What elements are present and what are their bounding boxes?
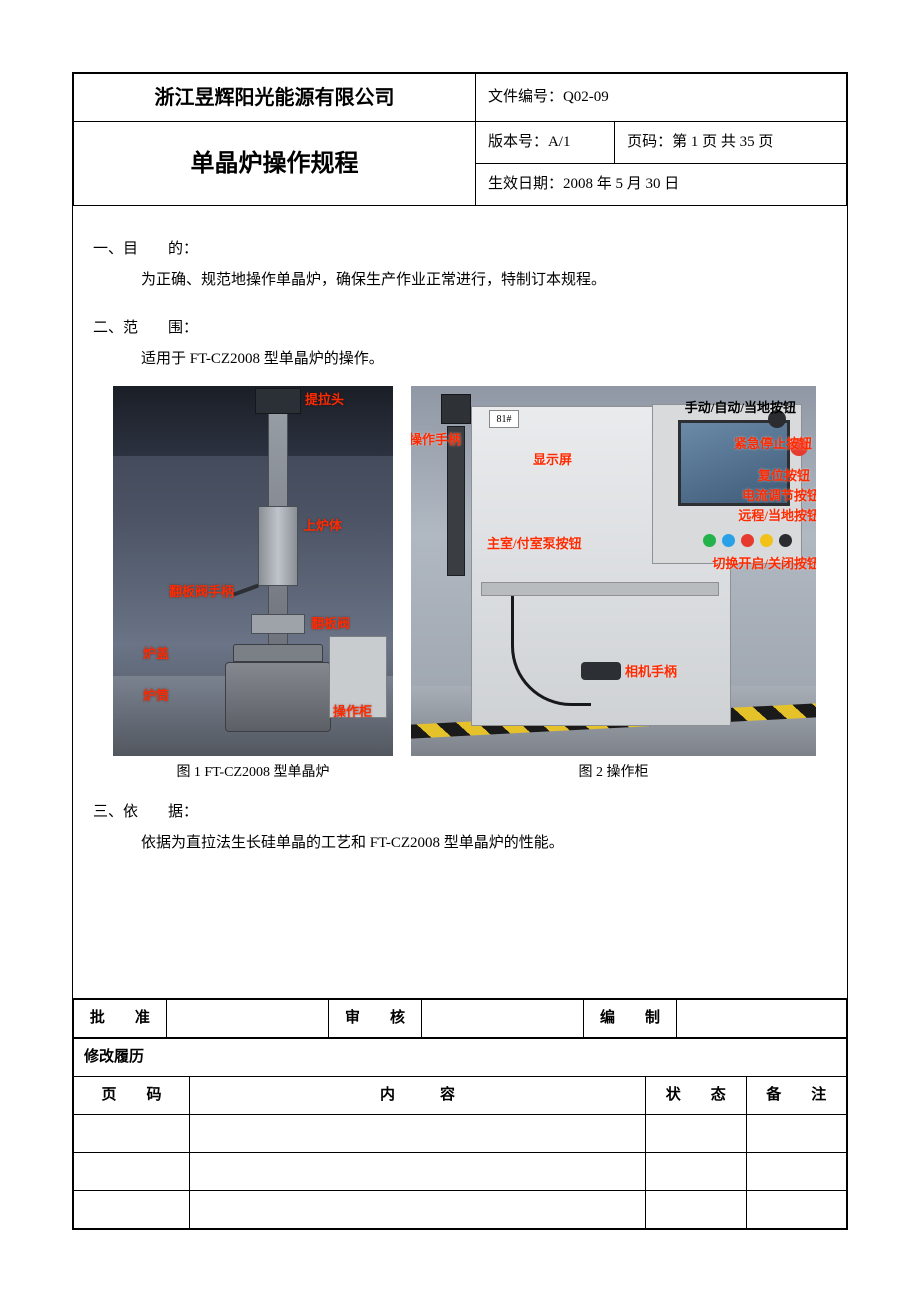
section-3-body: 依据为直拉法生长硅单晶的工艺和 FT-CZ2008 型单晶炉的性能。 xyxy=(93,832,827,855)
fig1-body xyxy=(225,662,331,732)
rev-r3-c3 xyxy=(646,1191,746,1229)
fig1-upper xyxy=(258,506,298,586)
author-value xyxy=(676,1000,846,1038)
rev-col-note: 备 注 xyxy=(746,1077,846,1115)
version: A/1 xyxy=(548,134,571,150)
section-1-body: 为正确、规范地操作单晶炉，确保生产作业正常进行，特制订本规程。 xyxy=(93,269,827,292)
fig2-label-op-handle: 操作手柄 xyxy=(411,430,461,450)
footer-tables: 批 准 审 核 编 制 修改履历 页 码 内 容 状 态 备 注 xyxy=(73,998,847,1229)
rev-r1-c1 xyxy=(74,1115,190,1153)
rev-r3-c4 xyxy=(746,1191,846,1229)
fig1-label-body: 炉筒 xyxy=(143,686,169,706)
section-2-heading: 二、范 围： xyxy=(93,317,827,340)
fig2-label-switch: 切换开启/关闭按钮 xyxy=(712,554,816,574)
rev-r1-c2 xyxy=(189,1115,645,1153)
figure-2-caption: 图 2 操作柜 xyxy=(411,762,816,783)
rev-col-content: 内 容 xyxy=(189,1077,645,1115)
section-2-body: 适用于 FT-CZ2008 型单晶炉的操作。 xyxy=(93,348,827,371)
fig1-lid xyxy=(233,644,323,662)
company-cell: 浙江昱辉阳光能源有限公司 xyxy=(74,74,476,122)
version-label: 版本号： xyxy=(488,134,548,150)
fig1-label-cabinet: 操作柜 xyxy=(333,702,372,722)
doc-no: Q02-09 xyxy=(563,89,609,105)
figure-2: 81# 操作手柄 手动/自动/ xyxy=(411,386,816,756)
approve-value xyxy=(166,1000,328,1038)
rev-r2-c2 xyxy=(189,1153,645,1191)
rev-r3-c2 xyxy=(189,1191,645,1229)
review-value xyxy=(421,1000,583,1038)
fig2-camera xyxy=(581,662,621,680)
fig1-label-lid: 炉盖 xyxy=(143,644,169,664)
title-cell: 单晶炉操作规程 xyxy=(74,122,476,206)
fig1-head xyxy=(255,388,301,414)
fig2-label-remote: 远程/当地按钮 xyxy=(738,506,816,526)
fig2-btn-4 xyxy=(760,534,773,547)
effective-label: 生效日期： xyxy=(488,176,563,192)
rev-r1-c4 xyxy=(746,1115,846,1153)
fig2-label-estop: 紧急停止按钮 xyxy=(734,434,812,454)
page-value: 第 1 页 共 35 页 xyxy=(672,134,773,150)
fig1-valve xyxy=(251,614,305,634)
rev-col-status: 状 态 xyxy=(646,1077,746,1115)
fig2-label-cam: 相机手柄 xyxy=(625,662,677,682)
fig2-label-mode: 手动/自动/当地按钮 xyxy=(685,398,796,418)
fig1-label-valve-handle: 翻板阀手柄 xyxy=(169,582,234,602)
review-label: 审 核 xyxy=(329,1000,422,1038)
effective-cell: 生效日期：2008 年 5 月 30 日 xyxy=(475,164,846,206)
rev-r2-c4 xyxy=(746,1153,846,1191)
fig2-btn-2 xyxy=(722,534,735,547)
fig2-btn-3 xyxy=(741,534,754,547)
figure-1-caption: 图 1 FT-CZ2008 型单晶炉 xyxy=(113,762,393,783)
fig2-label-mainsub: 主室/付室泵按钮 xyxy=(487,534,582,554)
fig1-label-tilahead: 提拉头 xyxy=(305,390,344,410)
figure-1-wrap: 提拉头 上炉体 翻板阀手柄 翻板阀 炉盖 炉筒 操作柜 图 1 FT-CZ200… xyxy=(113,386,393,783)
revision-table: 修改履历 页 码 内 容 状 态 备 注 xyxy=(73,1038,847,1229)
header-table: 浙江昱辉阳光能源有限公司 文件编号：Q02-09 单晶炉操作规程 版本号：A/1… xyxy=(73,73,847,206)
fig2-btn-1 xyxy=(703,534,716,547)
author-label: 编 制 xyxy=(584,1000,677,1038)
figure-2-wrap: 81# 操作手柄 手动/自动/ xyxy=(411,386,816,783)
effective-date: 2008 年 5 月 30 日 xyxy=(563,176,679,192)
page-frame: 浙江昱辉阳光能源有限公司 文件编号：Q02-09 单晶炉操作规程 版本号：A/1… xyxy=(72,72,848,1230)
signature-table: 批 准 审 核 编 制 xyxy=(73,999,847,1038)
fig2-label-screen: 显示屏 xyxy=(533,450,572,470)
fig1-label-upper: 上炉体 xyxy=(303,516,342,536)
figure-1: 提拉头 上炉体 翻板阀手柄 翻板阀 炉盖 炉筒 操作柜 xyxy=(113,386,393,756)
doc-no-cell: 文件编号：Q02-09 xyxy=(475,74,846,122)
fig2-label-reset: 复位按钮 xyxy=(758,466,810,486)
version-cell: 版本号：A/1 xyxy=(475,122,614,164)
page-label: 页码： xyxy=(627,134,672,150)
fig2-btn-5 xyxy=(779,534,792,547)
fig2-label-current: 电流调节按钮 xyxy=(742,486,816,506)
approve-label: 批 准 xyxy=(74,1000,167,1038)
doc-no-label: 文件编号： xyxy=(488,89,563,105)
section-3-heading: 三、依 据： xyxy=(93,801,827,824)
fig2-button-row xyxy=(703,534,792,547)
rev-r2-c3 xyxy=(646,1153,746,1191)
figures-row: 提拉头 上炉体 翻板阀手柄 翻板阀 炉盖 炉筒 操作柜 图 1 FT-CZ200… xyxy=(113,386,827,783)
fig1-ceiling xyxy=(113,386,393,456)
fig1-handle xyxy=(233,584,259,597)
fig2-arm-top xyxy=(441,394,471,424)
section-1-heading: 一、目 的： xyxy=(93,238,827,261)
rev-r2-c1 xyxy=(74,1153,190,1191)
content-area: 一、目 的： 为正确、规范地操作单晶炉，确保生产作业正常进行，特制订本规程。 二… xyxy=(73,206,847,998)
fig1-label-valve: 翻板阀 xyxy=(311,614,350,634)
page-cell: 页码：第 1 页 共 35 页 xyxy=(615,122,847,164)
fig2-badge: 81# xyxy=(489,410,519,428)
fig2-keyboard-tray xyxy=(481,582,719,596)
rev-r1-c3 xyxy=(646,1115,746,1153)
rev-col-page: 页 码 xyxy=(74,1077,190,1115)
rev-r3-c1 xyxy=(74,1191,190,1229)
rev-history-label: 修改履历 xyxy=(74,1039,847,1077)
